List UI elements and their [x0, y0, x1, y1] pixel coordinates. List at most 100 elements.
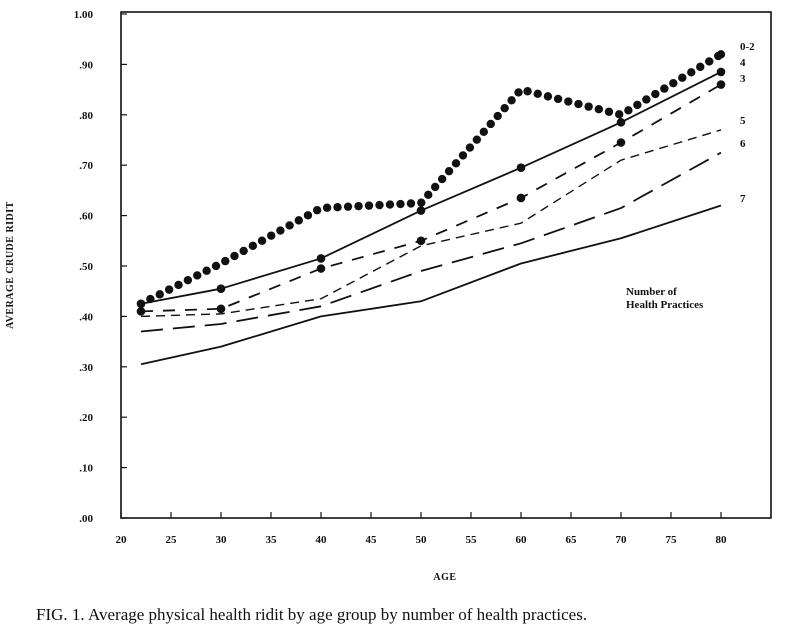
labels-layer: 20 25 30 35 40 45 50 55 60 65 70 75 80.00.10.20.30.4… [74, 9, 755, 546]
series-0-2-dot [493, 111, 502, 121]
series-0-2-dot [614, 110, 624, 119]
x-tick-label: 50 [416, 534, 428, 546]
series-4-marker [136, 299, 146, 309]
series-0-2-dot [364, 201, 374, 210]
x-tick-label: 80 [716, 534, 728, 546]
series-0-2-dot [406, 199, 416, 208]
series-0-2-label: 0-2 [740, 41, 755, 53]
series-0-2-dot [211, 261, 221, 271]
series-0-2-dot [642, 95, 651, 104]
y-tick-label: .70 [79, 160, 93, 172]
y-tick-label: .20 [79, 412, 93, 424]
series-0-2-dot [444, 166, 454, 176]
series-4-label: 4 [740, 57, 746, 69]
y-tick-label: .30 [79, 362, 93, 374]
series-6-label: 6 [740, 138, 746, 150]
series-0-2-dot [230, 251, 239, 261]
series-0-2-dot [651, 89, 660, 99]
x-tick-label: 65 [566, 534, 578, 546]
series-0-2-dot [705, 57, 714, 66]
x-tick-label: 30 [216, 534, 228, 546]
series-6-line [140, 151, 722, 333]
series-4-marker [616, 118, 626, 127]
series-0-2-dot [424, 190, 433, 199]
series-4-marker [416, 206, 426, 215]
series-0-2-dot [564, 97, 573, 106]
x-tick-label: 55 [466, 534, 478, 546]
series-3-marker [716, 80, 726, 89]
x-tick-label: 35 [266, 534, 278, 546]
x-tick-label: 40 [316, 534, 328, 546]
y-tick-label: .10 [79, 463, 93, 475]
series-0-2-dot [604, 107, 614, 116]
series-3-line [140, 83, 722, 313]
series-0-2-dot [458, 151, 468, 160]
series-0-2-dot [183, 275, 193, 285]
series-0-2-dot [574, 99, 583, 109]
series-0-2-dot [354, 201, 363, 211]
y-tick-label: .50 [79, 261, 93, 273]
series-3-marker [136, 307, 146, 316]
series-3-marker [516, 193, 526, 203]
y-tick-label: .90 [79, 59, 93, 71]
y-tick-label: .00 [79, 513, 93, 525]
series-0-2-dot [385, 200, 395, 209]
series-0-2-dot [472, 135, 482, 144]
series-3-marker [216, 304, 226, 314]
series-0-2-dot [303, 211, 313, 220]
series-layer [136, 50, 726, 366]
tick-marks [120, 13, 722, 519]
series-0-2-dot [514, 88, 523, 97]
series-0-2-dot [221, 256, 230, 266]
series-0-2-dot [696, 62, 705, 72]
series-0-2-dot [202, 266, 211, 275]
series-3-label: 3 [740, 73, 746, 85]
x-axis-title: AGE [433, 572, 456, 583]
legend-note-line-1: Number of [626, 286, 677, 298]
series-0-2-dot [500, 103, 509, 113]
series-0-2-dot [479, 127, 488, 136]
series-0-2-group [136, 50, 726, 308]
y-tick-label: .40 [79, 311, 93, 323]
series-0-2-dot [257, 236, 267, 245]
legend-note-line-2: Health Practices [626, 299, 704, 311]
series-5-group [140, 129, 722, 318]
series-0-2-dot [343, 202, 353, 211]
series-3-group [136, 80, 726, 316]
series-0-2-dot [486, 119, 495, 129]
series-0-2-dot [533, 89, 542, 99]
series-0-2-dot [322, 203, 332, 212]
series-0-2-dot [660, 84, 669, 93]
series-4-group [136, 67, 726, 309]
series-0-2-dot [285, 221, 294, 230]
series-0-2-dot [164, 285, 174, 294]
series-0-2-dot [417, 198, 426, 207]
series-0-2-dot [276, 226, 285, 235]
series-0-2-dot [687, 68, 696, 77]
series-0-2-dot [678, 73, 687, 82]
series-0-2-dot [523, 87, 532, 96]
series-0-2-dot [294, 216, 303, 225]
plot-frame [120, 11, 772, 519]
series-3-marker [316, 264, 326, 273]
series-0-2-dot [594, 105, 604, 114]
series-0-2-dot [716, 50, 726, 59]
series-0-2-dot [248, 241, 258, 251]
y-axis-title: AVERAGE CRUDE RIDIT [5, 201, 16, 329]
series-0-2-dot [312, 205, 322, 215]
series-6-group [140, 151, 722, 333]
series-0-2-dot [333, 203, 342, 212]
series-0-2-dot [267, 231, 276, 240]
series-3-marker [416, 236, 426, 246]
series-0-2-dot [239, 246, 248, 256]
series-7-group [140, 204, 722, 366]
series-0-2-dot [451, 159, 461, 168]
series-5-label: 5 [740, 115, 746, 127]
series-0-2-dot [633, 100, 642, 110]
series-0-2-dot [507, 96, 516, 105]
series-4-marker [316, 254, 326, 263]
x-tick-label: 25 [166, 534, 178, 546]
series-0-2-dot [155, 290, 164, 299]
y-tick-label: .60 [79, 211, 93, 223]
x-tick-label: 75 [666, 534, 678, 546]
